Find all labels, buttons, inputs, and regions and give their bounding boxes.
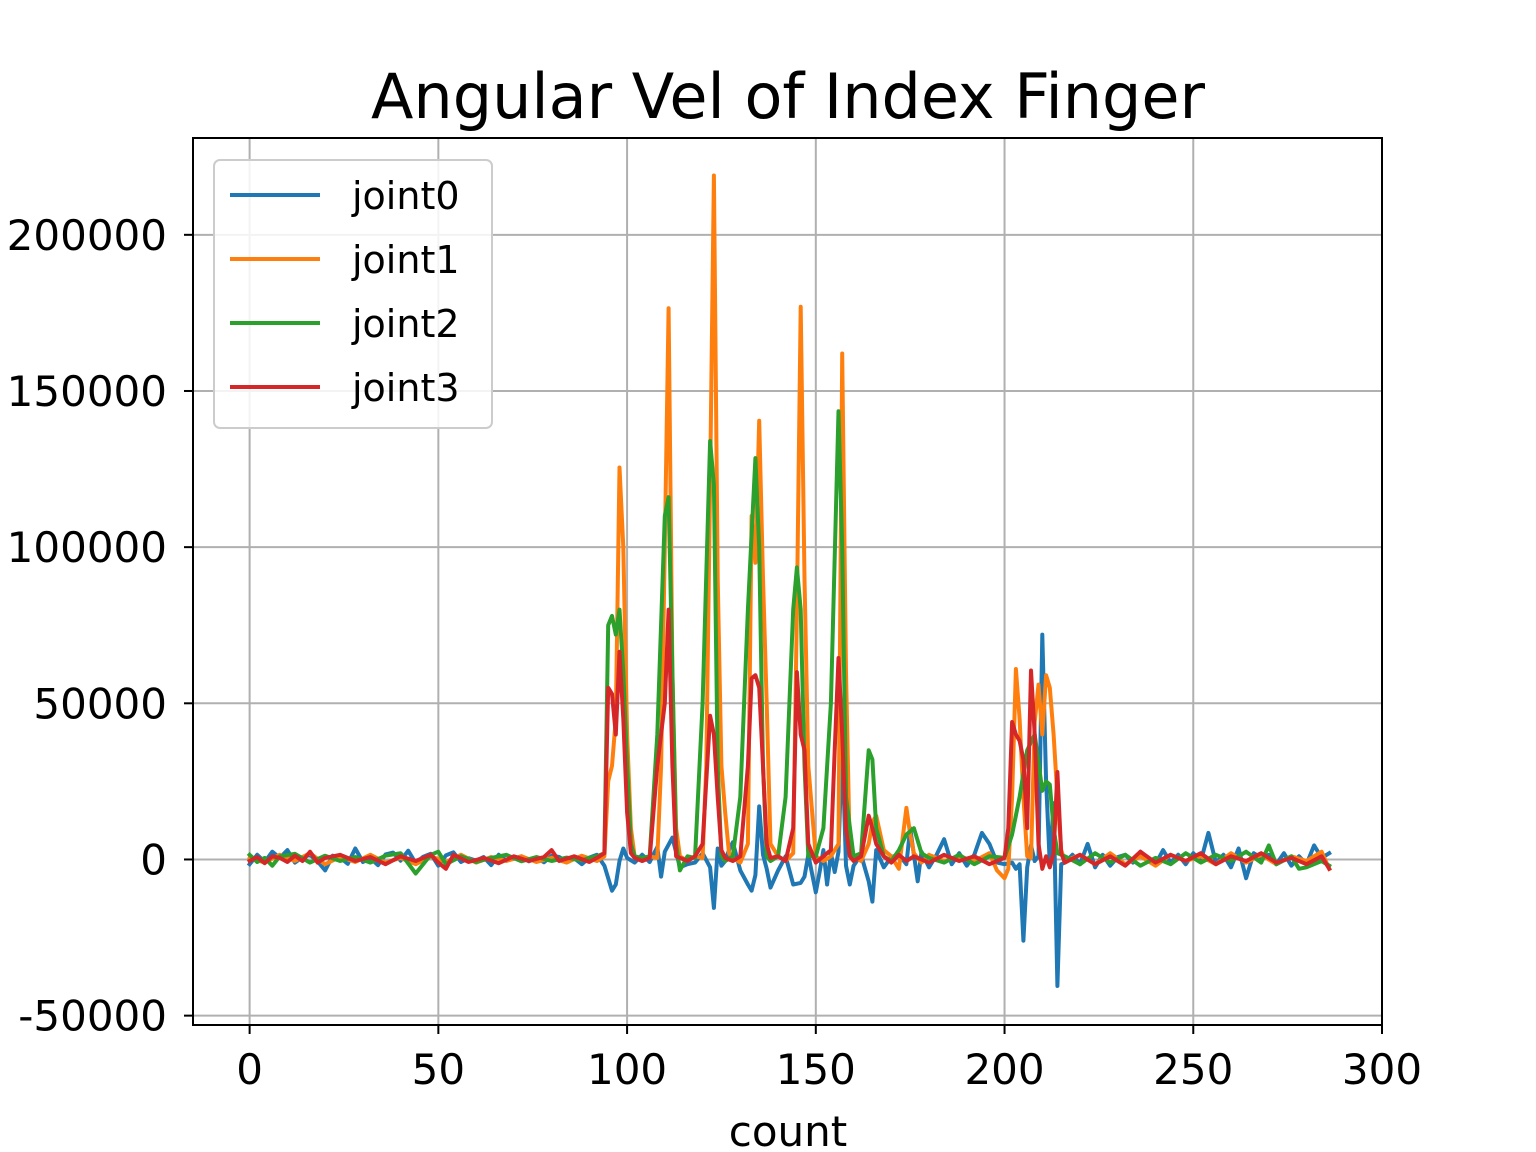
legend-label-joint1: joint1	[351, 238, 460, 282]
legend-label-joint2: joint2	[351, 302, 460, 346]
y-axis-ticks: -50000 0 50000 100000 150000 200000	[7, 211, 193, 1041]
legend-label-joint0: joint0	[351, 174, 460, 218]
x-axis-label: count	[729, 1107, 848, 1152]
y-tick-label: 150000	[7, 367, 167, 416]
legend-label-joint3: joint3	[351, 366, 460, 410]
x-tick-label: 300	[1342, 1045, 1422, 1094]
y-tick-label: 50000	[33, 679, 167, 728]
legend-box	[213, 159, 493, 429]
series-line-joint3	[246, 607, 1332, 872]
legend: joint0 joint1 joint2 joint3	[213, 159, 493, 429]
y-tick-label: -50000	[18, 992, 167, 1041]
x-tick-label: 250	[1153, 1045, 1233, 1094]
series-line-joint2	[246, 409, 1332, 876]
x-axis-ticks: 0 50 100 150 200 250 300	[236, 1025, 1422, 1094]
x-tick-label: 0	[236, 1045, 263, 1094]
y-tick-label: 0	[140, 835, 167, 884]
y-tick-label: 100000	[7, 523, 167, 572]
x-tick-label: 100	[587, 1045, 667, 1094]
y-tick-label: 200000	[7, 211, 167, 260]
x-tick-label: 200	[964, 1045, 1044, 1094]
x-tick-label: 50	[412, 1045, 465, 1094]
chart-title: Angular Vel of Index Finger	[371, 60, 1205, 133]
x-tick-label: 150	[776, 1045, 856, 1094]
series-lines	[246, 173, 1332, 988]
plot-frame	[192, 137, 1383, 1026]
